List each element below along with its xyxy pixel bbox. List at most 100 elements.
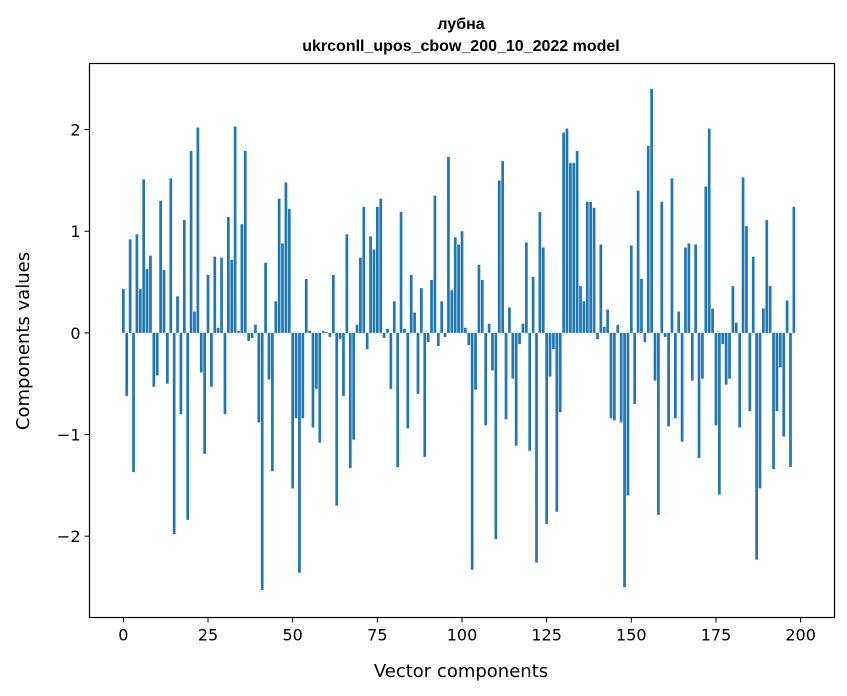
bar [643, 332, 647, 343]
bar [406, 332, 410, 429]
bar [315, 332, 318, 389]
bar [738, 332, 742, 428]
bar [501, 161, 504, 333]
plot-frame [88, 62, 836, 619]
bar [328, 332, 332, 337]
x-tick-label: 150 [616, 626, 647, 645]
bar [467, 332, 471, 346]
bar [518, 332, 521, 345]
y-tick-label: 2 [70, 121, 80, 140]
bar [785, 300, 789, 333]
bar [680, 332, 684, 442]
bar [243, 150, 247, 333]
bar [521, 323, 525, 333]
bar [673, 332, 677, 419]
bar [186, 332, 190, 520]
x-axis-ticks: 0 25 50 75 100 125 150 175 200 [118, 617, 816, 645]
bar [508, 307, 511, 333]
bar [538, 211, 542, 333]
bar [182, 220, 186, 333]
bar [210, 332, 213, 387]
bar [149, 255, 152, 333]
bar [748, 332, 752, 412]
bar [298, 332, 301, 573]
bar [606, 309, 609, 333]
bar [745, 226, 748, 333]
bar [690, 332, 694, 381]
bar [264, 262, 267, 333]
bar [392, 301, 396, 333]
bar [257, 332, 261, 423]
bar [389, 332, 393, 389]
x-tick-label: 175 [701, 626, 732, 645]
bar [230, 259, 234, 333]
bar [433, 195, 437, 333]
bar [379, 198, 383, 333]
bar [335, 332, 339, 506]
bar [741, 177, 745, 333]
bar [650, 88, 653, 333]
bar [768, 286, 772, 333]
bar [345, 234, 349, 333]
bar [342, 332, 345, 396]
bar [277, 198, 281, 333]
bar [758, 332, 762, 489]
y-axis-label: Components values [13, 252, 34, 430]
bar [206, 274, 210, 333]
bar [440, 301, 444, 333]
bar [409, 274, 413, 333]
bar [426, 332, 430, 343]
bar [399, 211, 403, 333]
x-tick-label: 0 [118, 626, 128, 645]
x-tick-label: 50 [283, 626, 303, 645]
bar [623, 332, 626, 588]
bar [792, 206, 796, 333]
bar [311, 332, 315, 428]
bar [470, 332, 474, 570]
bar [223, 332, 227, 415]
bar [166, 332, 169, 384]
bar [660, 201, 664, 333]
bar [213, 256, 217, 333]
bar [636, 190, 640, 333]
bar [711, 308, 714, 333]
bar [765, 220, 769, 333]
bars-group [122, 88, 796, 591]
bar [514, 332, 518, 446]
bar [755, 332, 758, 560]
bar [162, 269, 166, 333]
bar [778, 332, 782, 368]
bar [250, 332, 254, 338]
bar [589, 201, 593, 333]
bar [284, 182, 288, 333]
bar [216, 327, 220, 333]
bar [369, 236, 372, 333]
bar [271, 332, 274, 472]
bar [189, 150, 193, 333]
bar [460, 231, 464, 333]
bar [734, 322, 738, 333]
bar [548, 332, 552, 377]
bar [575, 150, 579, 333]
chart-subtitle: ukrconll_upos_cbow_200_10_2022 model [302, 38, 619, 55]
bar [789, 332, 792, 468]
bar [724, 332, 728, 385]
bar [447, 157, 450, 333]
bar [352, 332, 355, 440]
bar [613, 332, 616, 421]
bar [626, 332, 630, 496]
bar [138, 289, 142, 333]
bar [579, 286, 582, 333]
bar [640, 279, 643, 333]
bar [457, 244, 460, 333]
bar [443, 332, 447, 337]
bar [386, 328, 389, 333]
bar [172, 332, 176, 535]
bar [701, 332, 704, 379]
bar [321, 330, 325, 333]
bar [535, 332, 538, 563]
x-tick-label: 125 [531, 626, 562, 645]
y-axis-ticks: −2 −1 0 1 2 [57, 121, 90, 546]
bar [237, 330, 240, 333]
